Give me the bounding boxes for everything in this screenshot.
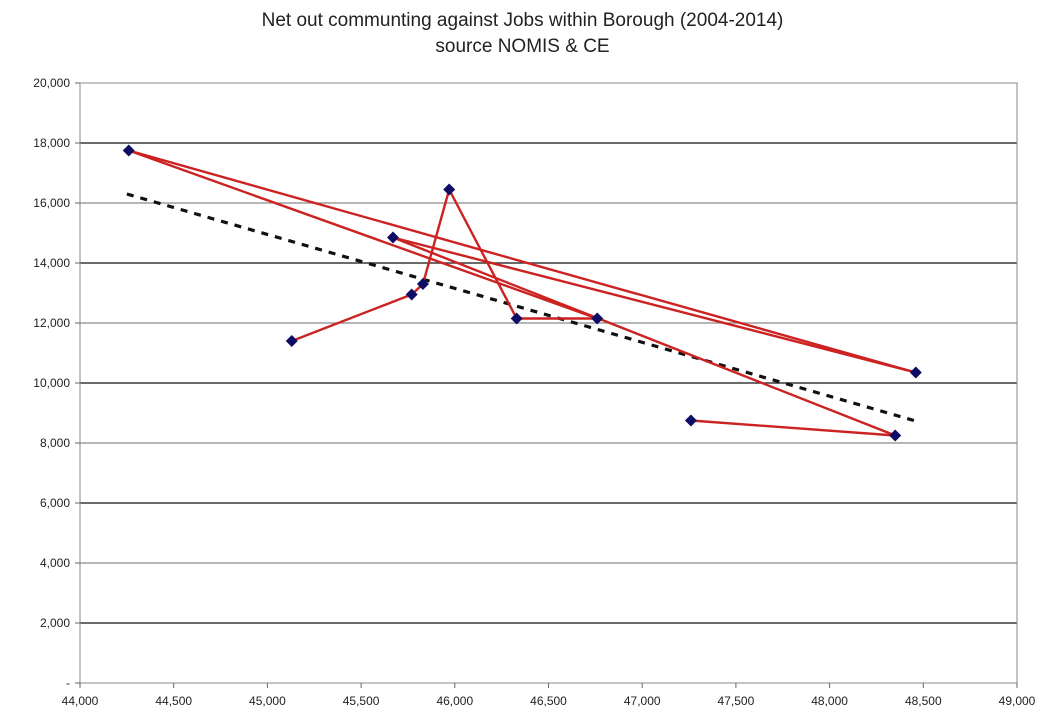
- marker-layer: [122, 144, 922, 442]
- y-tick-label: 10,000: [33, 376, 70, 390]
- data-point-marker: [510, 312, 523, 325]
- y-tick-label: 12,000: [33, 316, 70, 330]
- y-tick-label: -: [66, 676, 70, 690]
- y-tick-label: 18,000: [33, 136, 70, 150]
- x-tick-label: 48,500: [905, 694, 942, 708]
- y-tick-label: 2,000: [40, 616, 70, 630]
- axes: - 2,000 4,000 6,000 8,000 10,000 12,000 14,000 1…: [33, 76, 1035, 708]
- linear-trendline: [126, 192, 915, 423]
- data-point-marker: [416, 278, 429, 290]
- y-tick-label: 16,000: [33, 196, 70, 210]
- y-tick-label: 14,000: [33, 256, 70, 270]
- series-line-segment: [290, 293, 413, 343]
- series-line-segment: [127, 149, 918, 374]
- x-tick-label: 47,000: [624, 694, 661, 708]
- y-tick-label: 8,000: [40, 436, 70, 450]
- data-point-marker: [684, 414, 697, 427]
- x-tick-label: 47,500: [718, 694, 755, 708]
- data-point-marker: [405, 288, 418, 301]
- data-point-marker: [285, 335, 298, 347]
- x-tick-label: 46,500: [530, 694, 567, 708]
- y-tick-label: 6,000: [40, 496, 70, 510]
- data-point-marker: [909, 366, 922, 379]
- series-layer: [127, 149, 918, 437]
- x-tick-label: 45,500: [343, 694, 380, 708]
- x-tick-label: 45,000: [249, 694, 286, 708]
- x-tick-label: 44,500: [155, 694, 192, 708]
- series-line-segment: [391, 236, 897, 437]
- y-tick-label: 4,000: [40, 556, 70, 570]
- x-tick-label: 44,000: [62, 694, 99, 708]
- data-point-marker: [386, 231, 399, 244]
- grid-lines: [80, 142, 1017, 624]
- series-line-segment: [447, 188, 518, 320]
- series-line-segment: [127, 149, 599, 320]
- x-tick-label: 46,000: [436, 694, 473, 708]
- chart-subtitle: source NOMIS & CE: [435, 36, 610, 57]
- series-line-segment: [391, 236, 918, 374]
- x-tick-label: 48,000: [811, 694, 848, 708]
- x-tick-label: 49,000: [999, 694, 1036, 708]
- data-point-marker: [443, 183, 456, 196]
- chart-title: Net out communting against Jobs within B…: [261, 10, 784, 31]
- data-point-marker: [889, 429, 902, 442]
- trendline-layer: [126, 192, 915, 423]
- series-line-segment: [689, 419, 897, 437]
- chart-title-block: Net out communting against Jobs within B…: [0, 8, 1045, 60]
- data-point-marker: [122, 144, 135, 157]
- y-tick-label: 20,000: [33, 76, 70, 90]
- data-point-marker: [591, 312, 604, 325]
